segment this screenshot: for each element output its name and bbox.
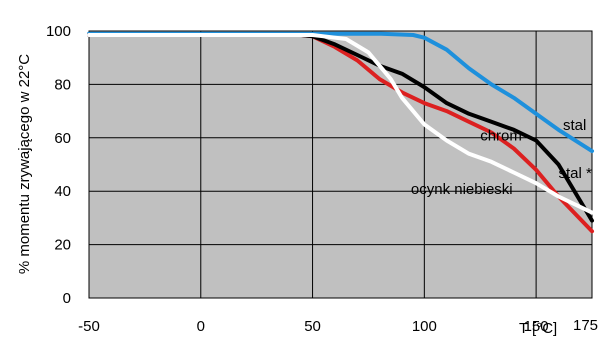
series-line-ocynk-niebieski	[87, 33, 594, 215]
y-tick-label: 100	[46, 23, 71, 40]
x-tick-label: 150	[524, 318, 549, 335]
x-tick-label: 50	[304, 318, 321, 335]
series-annotation: stal	[563, 117, 586, 134]
y-tick-label: 20	[54, 237, 71, 254]
x-axis-label: T [°C]	[519, 320, 557, 337]
series-annotation: ocynk niebieski	[411, 181, 513, 198]
series-lines	[87, 31, 594, 234]
y-tick-label: 60	[54, 130, 71, 147]
series-annotation: stal *	[558, 165, 592, 182]
x-tick-label: 0	[197, 318, 205, 335]
series-annotation: chrom	[480, 127, 522, 144]
y-axis-label: % momentu zrywającego w 22°C	[16, 54, 33, 274]
series-annotations: stal chrom stal * ocynk niebieski	[411, 117, 592, 198]
x-tick-labels: -50 0 50 100 150 175	[78, 317, 598, 335]
x-tick-label: 100	[412, 318, 437, 335]
x-tick-label: -50	[78, 318, 100, 335]
y-tick-label: 80	[54, 76, 71, 93]
plot-area	[89, 31, 592, 298]
plot-frame	[88, 30, 593, 299]
y-tick-labels: 0 20 40 60 80 100	[46, 23, 71, 307]
x-tick-label: 175	[573, 317, 598, 334]
y-tick-label: 40	[54, 183, 71, 200]
y-tick-label: 0	[63, 290, 71, 307]
